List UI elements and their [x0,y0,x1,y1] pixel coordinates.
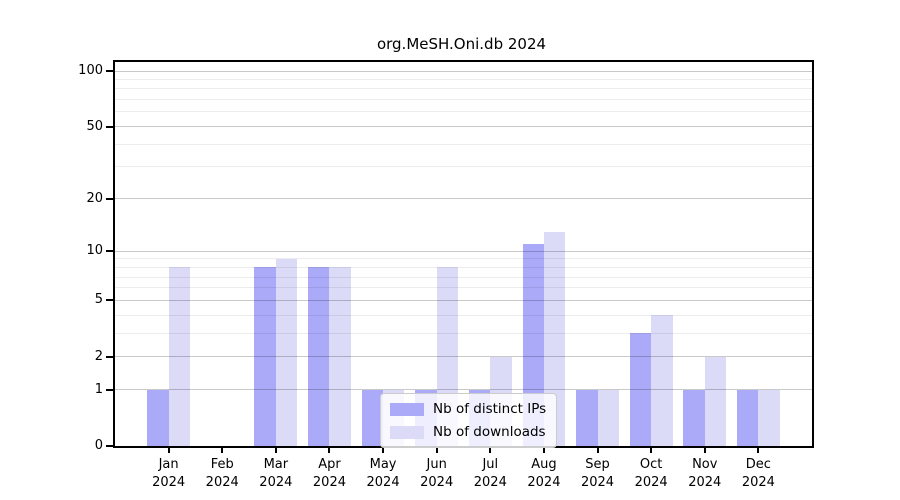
bar-distinct-ips-mar [254,267,276,446]
bar-distinct-ips-nov [683,389,705,446]
x-tick-label: Dec 2024 [741,457,775,490]
x-tick-label: Feb 2024 [205,457,239,490]
y-axis-tick [106,299,113,302]
y-axis-tick [106,125,113,128]
x-tick-label: Sep 2024 [580,457,615,490]
x-tick-label: Oct 2024 [634,457,668,490]
legend-swatch-distinct-ips [390,402,424,416]
bar-downloads-jan [168,267,190,446]
gridline-minor [115,111,812,113]
gridline-minor [115,78,812,80]
legend-entry-distinct-ips: Nb of distinct IPs [390,401,546,417]
legend-label-distinct-ips: Nb of distinct IPs [433,401,547,417]
gridline-minor [115,143,812,145]
x-axis-tick [596,446,599,453]
gridline-major [115,126,812,128]
gridline-minor [115,88,812,90]
x-tick-label: Mar 2024 [259,457,293,490]
x-tick-label: Apr 2024 [312,457,346,490]
y-tick-label: 5 [94,292,103,308]
legend-swatch-downloads [390,425,424,439]
legend: Nb of distinct IPs Nb of downloads [380,393,558,448]
gridline-major [115,198,812,200]
x-axis-tick [489,446,492,453]
x-tick-label: Nov 2024 [688,457,722,490]
gridline-minor [115,287,812,289]
y-axis-tick [106,197,113,200]
x-tick-label: Jan 2024 [152,457,186,490]
bar-downloads-sep [597,389,619,446]
y-axis-tick [106,70,113,72]
x-axis-tick [435,446,438,453]
gridline-minor [115,166,812,168]
plot-area: 0 1 2 5 10 20 50 100 Jan 2024 Feb 2024 Mar 2024 Apr… [78,60,814,490]
bar-downloads-aug [543,231,566,446]
chart-title: org.MeSH.Oni.db 2024 [376,35,547,53]
x-axis-tick [542,446,545,453]
y-tick-label: 2 [94,348,103,364]
x-axis-tick [274,446,277,453]
bar-distinct-ips-apr [308,267,330,446]
gridline-minor [115,276,812,278]
y-axis-tick [106,250,113,253]
x-axis-tick [382,446,385,453]
gridline-major [115,389,812,391]
x-axis-tick [703,446,706,453]
y-tick-label: 0 [94,438,103,453]
y-axis-tick [106,355,113,358]
gridline-minor [115,266,812,268]
bar-downloads-dec [758,389,780,446]
bar-downloads-apr [329,267,351,446]
x-axis-tick [650,446,653,453]
gridline-major [115,250,812,252]
x-tick-label: Jul 2024 [473,457,507,490]
legend-label-downloads: Nb of downloads [433,424,546,440]
gridline-major [115,356,812,358]
x-axis-tick [221,446,224,453]
legend-entry-downloads: Nb of downloads [390,424,546,440]
gridline-major [115,299,812,301]
gridline-minor [115,332,812,334]
bar-distinct-ips-may [361,389,384,446]
bar-distinct-ips-sep [576,389,598,446]
x-axis-tick [167,446,170,453]
y-tick-label: 1 [94,381,103,397]
x-axis-tick [757,446,760,453]
gridline-minor [115,314,812,316]
y-tick-label: 20 [86,190,103,206]
gridline-major [115,70,812,72]
y-axis-tick [106,388,113,391]
bar-downloads-nov [704,356,727,446]
bar-distinct-ips-oct [629,333,652,446]
bar-downloads-mar [275,258,298,446]
y-axis-tick [106,445,113,447]
x-tick-label: May 2024 [366,457,400,490]
bar-distinct-ips-jan [147,389,169,446]
x-axis-tick [328,446,331,453]
gridline-minor [115,99,812,101]
bar-distinct-ips-dec [736,389,759,446]
bar-downloads-oct [651,315,673,446]
y-tick-label: 100 [78,63,103,78]
y-tick-label: 50 [86,118,103,134]
y-tick-label: 10 [86,243,103,259]
x-tick-label: Jun 2024 [420,457,454,490]
gridline-minor [115,258,812,260]
x-tick-label: Aug 2024 [527,457,561,490]
